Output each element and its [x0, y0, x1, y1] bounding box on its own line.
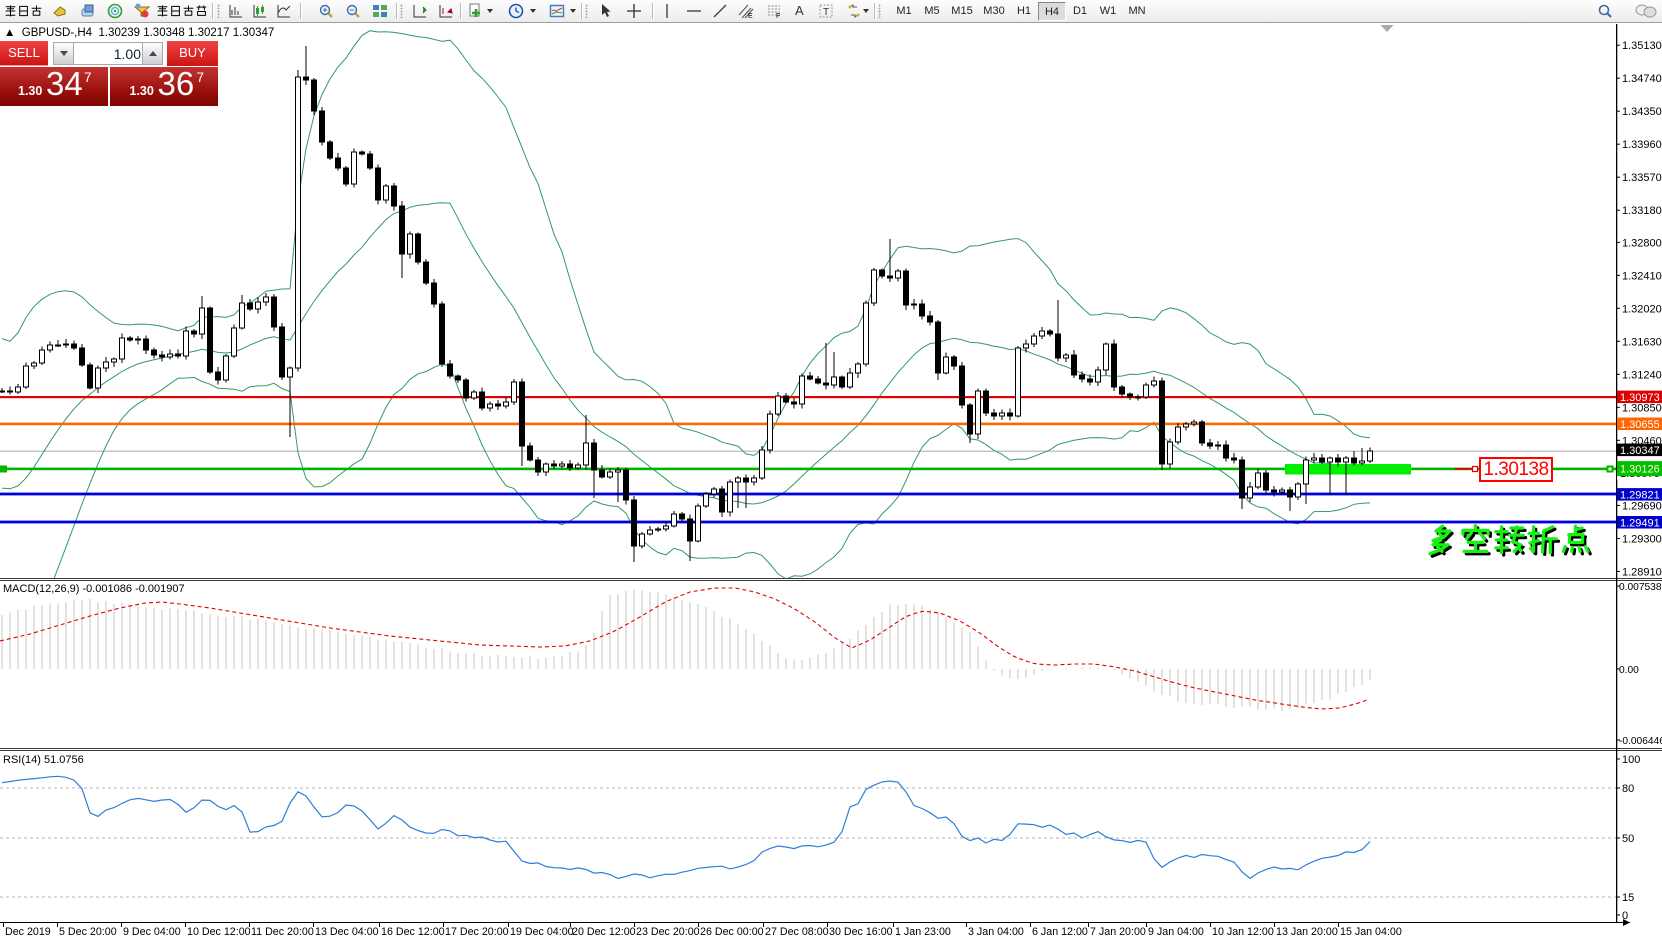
- svg-text:1.30347: 1.30347: [1620, 445, 1660, 457]
- svg-text:23 Dec 20:00: 23 Dec 20:00: [636, 926, 700, 938]
- svg-text:17 Dec 20:00: 17 Dec 20:00: [445, 926, 509, 938]
- svg-text:80: 80: [1622, 783, 1634, 795]
- svg-text:F: F: [776, 13, 780, 19]
- svg-text:1.29821: 1.29821: [1620, 489, 1660, 501]
- svg-text:0: 0: [1622, 910, 1628, 922]
- svg-text:100: 100: [1622, 754, 1640, 766]
- svg-text:27 Dec 08:00: 27 Dec 08:00: [765, 926, 829, 938]
- svg-text:7 Jan 20:00: 7 Jan 20:00: [1090, 926, 1146, 938]
- svg-text:13 Dec 04:00: 13 Dec 04:00: [315, 926, 379, 938]
- svg-text:15: 15: [1622, 892, 1634, 904]
- svg-text:6 Jan 12:00: 6 Jan 12:00: [1032, 926, 1088, 938]
- svg-text:10 Dec 12:00: 10 Dec 12:00: [187, 926, 251, 938]
- svg-text:11 Dec 20:00: 11 Dec 20:00: [251, 926, 314, 938]
- svg-text:1.29300: 1.29300: [1622, 533, 1662, 545]
- svg-text:1.30850: 1.30850: [1622, 402, 1662, 414]
- svg-text:16 Dec 12:00: 16 Dec 12:00: [381, 926, 445, 938]
- svg-text:1 Jan 23:00: 1 Jan 23:00: [895, 926, 951, 938]
- svg-text:1.34350: 1.34350: [1622, 106, 1662, 118]
- svg-text:1.32020: 1.32020: [1622, 303, 1662, 315]
- svg-text:0.007538: 0.007538: [1619, 582, 1662, 593]
- svg-text:1.35130: 1.35130: [1622, 40, 1662, 52]
- svg-text:10 Jan 12:00: 10 Jan 12:00: [1212, 926, 1274, 938]
- svg-text:1.34740: 1.34740: [1622, 73, 1662, 85]
- svg-text:1.33180: 1.33180: [1622, 205, 1662, 217]
- svg-text:1.31630: 1.31630: [1622, 336, 1662, 348]
- svg-text:15 Jan 04:00: 15 Jan 04:00: [1340, 926, 1402, 938]
- svg-text:-0.006446: -0.006446: [1619, 736, 1662, 747]
- svg-text:1.33960: 1.33960: [1622, 139, 1662, 151]
- svg-text:13 Jan 20:00: 13 Jan 20:00: [1276, 926, 1338, 938]
- svg-text:1.29491: 1.29491: [1620, 517, 1660, 529]
- svg-text:1.32410: 1.32410: [1622, 270, 1662, 282]
- svg-text:1.31240: 1.31240: [1622, 369, 1662, 381]
- svg-text:9 Jan 04:00: 9 Jan 04:00: [1148, 926, 1204, 938]
- svg-text:1.33570: 1.33570: [1622, 172, 1662, 184]
- svg-text:30 Dec 16:00: 30 Dec 16:00: [829, 926, 893, 938]
- svg-text:3 Jan 04:00: 3 Jan 04:00: [968, 926, 1024, 938]
- svg-text:19 Dec 04:00: 19 Dec 04:00: [510, 926, 574, 938]
- svg-text:1.28910: 1.28910: [1622, 566, 1662, 578]
- svg-text:T: T: [823, 7, 829, 18]
- svg-text:1.32800: 1.32800: [1622, 237, 1662, 249]
- svg-text:26 Dec 00:00: 26 Dec 00:00: [700, 926, 764, 938]
- svg-text:1.30126: 1.30126: [1620, 464, 1660, 476]
- svg-text:5 Dec 20:00: 5 Dec 20:00: [59, 926, 117, 938]
- svg-text:Dec 2019: Dec 2019: [5, 926, 51, 938]
- svg-text:50: 50: [1622, 833, 1634, 845]
- svg-text:9 Dec 04:00: 9 Dec 04:00: [123, 926, 181, 938]
- svg-text:1.30973: 1.30973: [1620, 392, 1660, 404]
- svg-text:20 Dec 12:00: 20 Dec 12:00: [572, 926, 636, 938]
- svg-text:E: E: [748, 13, 753, 19]
- svg-text:0.00: 0.00: [1619, 665, 1639, 676]
- svg-text:1.30655: 1.30655: [1620, 419, 1660, 431]
- svg-text:1.29690: 1.29690: [1622, 500, 1662, 512]
